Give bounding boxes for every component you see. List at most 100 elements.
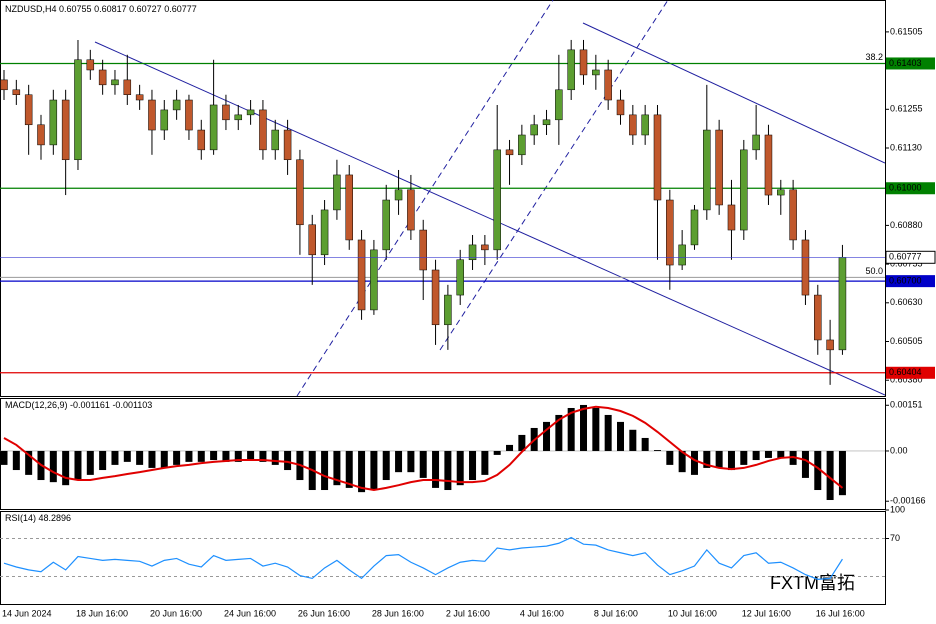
candle-body	[61, 99, 70, 161]
macd-bar	[271, 450, 279, 465]
macd-bar	[99, 450, 107, 471]
macd-bar	[247, 450, 255, 461]
candle-body	[320, 209, 329, 256]
signal-line	[3, 405, 844, 492]
candle-body	[296, 159, 304, 226]
macd-bar	[12, 450, 20, 471]
fib-label: 50.0	[865, 266, 883, 276]
y-tick-label: -0.00166	[890, 496, 926, 506]
rsi-panel-frame	[0, 511, 886, 605]
y-tick-label: 0.00	[890, 445, 908, 455]
macd-bar	[666, 450, 674, 465]
macd-bar	[432, 450, 440, 488]
x-tick-label: 4 Jul 16:00	[520, 608, 564, 618]
candle-body	[86, 59, 95, 71]
candle-body	[24, 94, 33, 126]
macd-bar	[358, 450, 366, 493]
header-value: 0.60755	[59, 4, 92, 14]
candle-body	[666, 199, 674, 266]
candle-body	[764, 134, 773, 196]
candle-body	[456, 259, 464, 296]
candle-body	[160, 109, 169, 131]
macd-bar	[123, 450, 131, 462]
candle-body	[481, 244, 489, 251]
level-label: 0.61403	[889, 58, 922, 68]
y-tick-label: 70	[890, 533, 900, 543]
fib-label: 38.2	[865, 52, 883, 62]
panel-header: MACD(12,26,9) -0.001161 -0.001103	[5, 400, 152, 410]
x-tick-label: 20 Jun 16:00	[150, 608, 202, 618]
header-value: -0.001103	[112, 400, 152, 410]
y-tick-label: 0.61130	[890, 142, 922, 152]
candle-body	[752, 134, 760, 151]
trendline	[296, 0, 554, 396]
candle-body	[838, 257, 847, 351]
candle-body	[740, 149, 748, 231]
macd-bar	[826, 450, 834, 501]
macd-bar	[838, 450, 846, 496]
macd-bar	[345, 450, 353, 488]
candle-body	[777, 189, 785, 196]
candle-body	[703, 129, 711, 211]
macd-bar	[617, 421, 624, 451]
candle-body	[12, 89, 21, 95]
macd-bar	[395, 450, 403, 473]
x-tick-label: 10 Jul 16:00	[668, 608, 717, 618]
candle-body	[653, 114, 662, 201]
candle-body	[493, 149, 501, 251]
candle-body	[271, 129, 280, 151]
macd-bar	[814, 450, 822, 491]
indicator-title: RSI(14)	[5, 513, 36, 523]
candle-body	[444, 294, 452, 326]
panel-header: RSI(14) 48.2896	[5, 513, 71, 523]
macd-bar	[801, 450, 809, 478]
header-value: 0.60727	[129, 4, 162, 14]
candle-body	[604, 69, 612, 101]
trendline	[94, 41, 885, 396]
level-label: 0.60700	[889, 276, 922, 286]
y-tick-label: 0.60505	[890, 336, 923, 346]
header-value: 0.60777	[164, 4, 197, 14]
macd-bar	[567, 407, 575, 451]
candle-body	[789, 189, 797, 241]
macd-bar	[62, 450, 70, 486]
macd-bar	[456, 450, 464, 486]
macd-bar	[592, 407, 600, 451]
candle-body	[814, 294, 822, 341]
candle-body	[123, 79, 132, 95]
indicator-title: MACD(12,26,9)	[5, 400, 68, 410]
level-label-box	[886, 275, 935, 288]
macd-bar	[136, 450, 144, 465]
candle-body	[98, 69, 107, 86]
macd-bar	[197, 450, 205, 462]
x-tick-label: 2 Jul 16:00	[446, 608, 490, 618]
candle-body	[37, 124, 45, 146]
candle-body	[172, 99, 181, 111]
watermark: FXTM富拓	[770, 573, 855, 593]
macd-bar	[444, 450, 452, 491]
macd-bar	[506, 444, 514, 451]
candle-body	[308, 224, 316, 256]
candle-body	[555, 89, 563, 121]
macd-bar	[234, 450, 242, 462]
candle-body	[801, 239, 810, 296]
candle-body	[246, 109, 255, 116]
plot-layer: 0.60380 0.60505 0.60630 0.60755 0.60880 0.611…	[0, 4, 936, 618]
x-tick-label: 8 Jul 16:00	[594, 608, 638, 618]
macd-bar	[604, 414, 612, 451]
trendline	[582, 22, 885, 164]
level-label-box	[886, 57, 935, 70]
x-tick-label: 12 Jul 16:00	[742, 608, 791, 618]
candle-body	[641, 114, 649, 136]
candle-body	[148, 99, 156, 131]
macd-bar	[370, 450, 378, 491]
level-label: 0.60404	[889, 367, 922, 377]
macd-bar	[518, 434, 526, 451]
macd-bar	[148, 450, 156, 468]
y-tick-label: 0.61505	[890, 26, 923, 36]
x-tick-label: 18 Jun 16:00	[76, 608, 128, 618]
macd-bar	[0, 450, 8, 465]
candle-body	[111, 79, 119, 86]
